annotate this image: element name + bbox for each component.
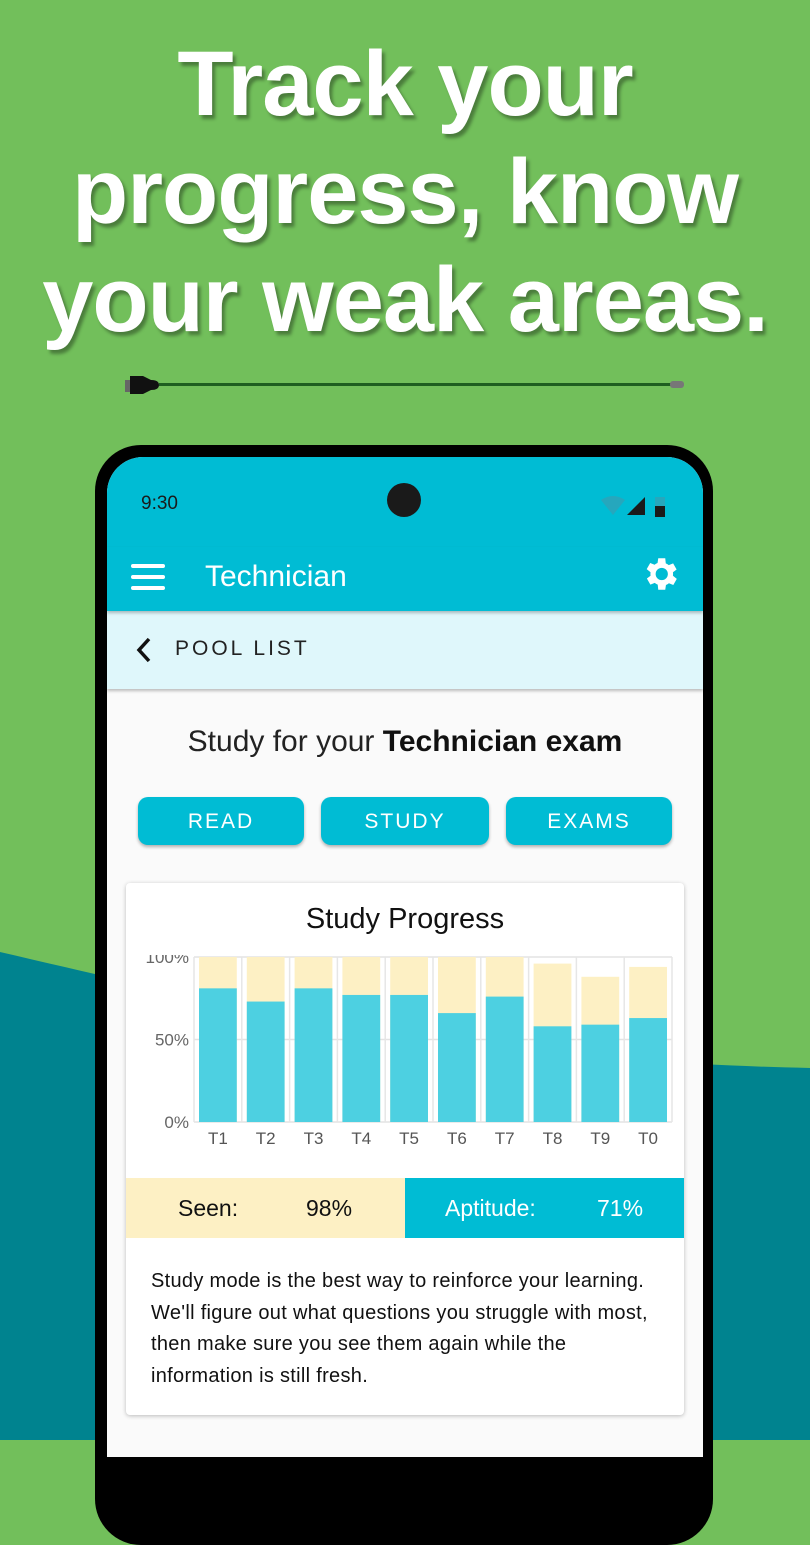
- y-tick-label: 0%: [164, 1113, 189, 1132]
- aptitude-bar: [485, 996, 524, 1122]
- aptitude-bar: [390, 994, 428, 1122]
- y-tick-label: 100%: [146, 955, 189, 967]
- x-tick-label: T8: [543, 1129, 563, 1148]
- page-heading: Study for your Technician exam: [107, 725, 703, 759]
- aptitude-bar: [199, 988, 237, 1122]
- cable-divider-icon: [125, 376, 684, 394]
- status-time: 9:30: [141, 493, 178, 514]
- headline-line: Track your: [177, 33, 633, 135]
- app-bar: Technician: [107, 547, 703, 611]
- wifi-icon: [601, 496, 625, 515]
- aptitude-bar: [581, 1024, 620, 1122]
- pool-list-link[interactable]: POOL LIST: [175, 637, 310, 660]
- heading-exam: Technician exam: [382, 725, 623, 758]
- headline-line: your weak areas.: [42, 249, 769, 351]
- status-icons: [601, 496, 665, 517]
- signal-icon: [627, 497, 645, 515]
- seen-label: Seen:: [178, 1195, 239, 1221]
- study-progress-chart: 0% 50% 100% T1 T2 T3 T4 T5 T6 T7 T8 T9 T0: [146, 955, 673, 1148]
- read-button[interactable]: READ: [138, 797, 304, 845]
- chevron-left-icon[interactable]: [133, 635, 157, 665]
- seen-summary: Seen: 98%: [126, 1178, 405, 1238]
- study-button[interactable]: STUDY: [321, 797, 489, 845]
- aptitude-summary: Aptitude: 71%: [405, 1178, 684, 1238]
- study-progress-card: Study Progress 0% 50% 100% T1 T2 T3 T4 T5 T6 T7 T8…: [126, 883, 684, 1415]
- x-tick-label: T9: [590, 1129, 610, 1148]
- seen-value: 98%: [306, 1195, 353, 1221]
- exams-button[interactable]: EXAMS: [506, 797, 672, 845]
- x-tick-label: T3: [304, 1129, 324, 1148]
- y-tick-label: 50%: [155, 1031, 189, 1050]
- aptitude-label: Aptitude:: [445, 1195, 536, 1221]
- heading-prefix: Study for your: [187, 725, 383, 758]
- phone-screen: 9:30 Technician POOL LIST Study for your…: [107, 457, 703, 1457]
- aptitude-bar: [629, 1018, 667, 1122]
- x-tick-label: T0: [638, 1129, 658, 1148]
- battery-icon: [655, 497, 665, 517]
- hamburger-menu-icon[interactable]: [131, 557, 171, 597]
- status-bar: 9:30: [107, 457, 703, 547]
- x-tick-label: T4: [351, 1129, 371, 1148]
- aptitude-bar: [438, 1013, 476, 1122]
- card-title: Study Progress: [305, 903, 505, 935]
- x-tick-label: T5: [399, 1129, 419, 1148]
- x-tick-label: T7: [495, 1129, 515, 1148]
- x-tick-label: T6: [447, 1129, 467, 1148]
- app-title: Technician: [205, 560, 347, 593]
- aptitude-bar: [246, 1001, 285, 1122]
- aptitude-bar: [533, 1026, 572, 1122]
- pool-list-bar[interactable]: POOL LIST: [107, 611, 703, 689]
- camera-cutout: [387, 483, 421, 517]
- x-tick-label: T2: [256, 1129, 276, 1148]
- aptitude-value: 71%: [597, 1195, 644, 1221]
- gear-icon[interactable]: [639, 553, 681, 595]
- x-tick-label: T1: [208, 1129, 228, 1148]
- aptitude-bar: [294, 988, 333, 1122]
- aptitude-bar: [342, 994, 381, 1122]
- study-description: Study mode is the best way to reinforce …: [151, 1270, 648, 1387]
- headline: Track your progress, know your weak area…: [0, 30, 810, 354]
- headline-line: progress, know: [72, 141, 739, 243]
